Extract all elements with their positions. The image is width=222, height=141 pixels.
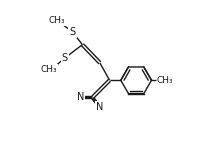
Text: S: S xyxy=(69,27,76,37)
Text: CH₃: CH₃ xyxy=(49,16,65,25)
Text: N: N xyxy=(77,92,84,102)
Text: CH₃: CH₃ xyxy=(157,76,173,85)
Text: S: S xyxy=(62,53,68,63)
Text: CH₃: CH₃ xyxy=(41,65,57,74)
Text: N: N xyxy=(96,102,104,112)
